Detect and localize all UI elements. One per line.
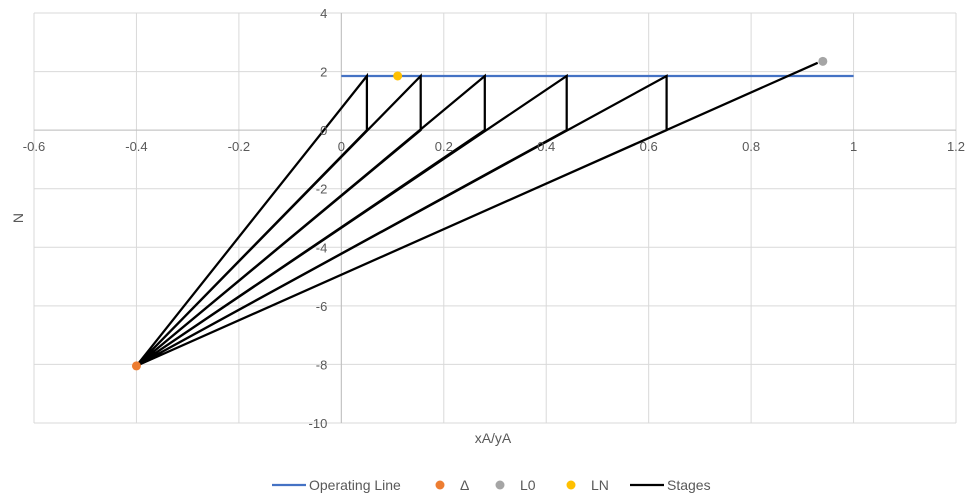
x-tick-label: 0.8 [742,139,760,154]
x-tick-label: -0.4 [125,139,147,154]
y-axis-title: N [10,213,26,223]
y-tick-label: 0 [320,123,327,138]
legend-label-l0: L0 [520,477,536,493]
stages-series [135,61,819,367]
x-tick-label: 0.6 [640,139,658,154]
x-tick-label: 1 [850,139,857,154]
legend-swatch-l0 [495,480,505,490]
x-axis-title: xA/yA [475,430,512,446]
grid [33,12,957,424]
x-tick-label: -0.2 [228,139,250,154]
y-tick-label: -8 [316,357,328,372]
y-tick-label: 2 [320,65,327,80]
delta-point [131,361,141,371]
y-tick-label: -4 [316,240,328,255]
ln-point [393,71,403,81]
legend-label-operating-line: Operating Line [309,477,401,493]
x-tick-label: 1.2 [947,139,965,154]
tick-labels: -0.6 -0.4 -0.2 0 0.2 0.4 0.6 0.8 1 1.2 -10 -8 -6 -4 -2… [23,6,965,431]
x-tick-label: 0 [338,139,345,154]
x-tick-label: -0.6 [23,139,45,154]
legend-label-ln: LN [591,477,609,493]
legend-label-stages: Stages [667,477,711,493]
x-tick-label: 0.2 [435,139,453,154]
y-tick-label: -10 [309,416,328,431]
x-tick-label: 0.4 [537,139,555,154]
legend: Operating Line Δ L0 LN Stages [272,477,711,493]
legend-label-delta: Δ [460,477,469,493]
legend-swatch-delta [435,480,445,490]
y-tick-label: -6 [316,299,328,314]
l0-point [818,56,828,66]
legend-swatch-ln [566,480,576,490]
plot-area [131,56,854,371]
axes [34,13,956,423]
y-tick-label: -2 [316,182,328,197]
y-tick-label: 4 [320,6,327,21]
